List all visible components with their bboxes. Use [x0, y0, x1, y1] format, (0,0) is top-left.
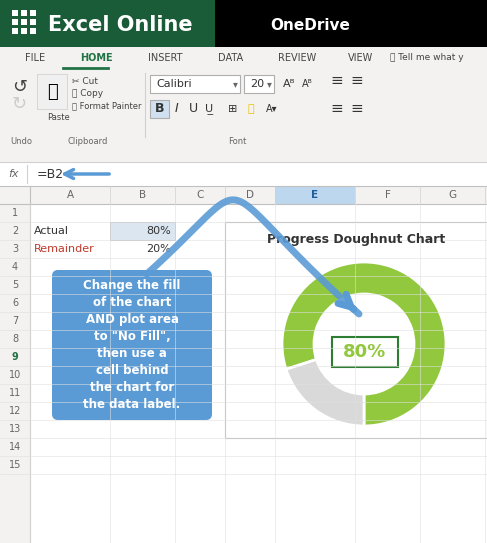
FancyBboxPatch shape: [52, 270, 212, 420]
Text: A▾: A▾: [266, 104, 278, 114]
Text: 🖌: 🖌: [248, 104, 255, 114]
Bar: [21, 28, 27, 34]
Wedge shape: [282, 262, 446, 426]
Text: U̲: U̲: [205, 104, 213, 115]
Text: C: C: [196, 190, 204, 200]
Text: Change the fill
of the chart
AND plot area
to "No Fill",
then use a
cell behind
: Change the fill of the chart AND plot ar…: [83, 279, 181, 411]
FancyBboxPatch shape: [332, 337, 398, 367]
Text: A: A: [66, 190, 74, 200]
Text: 11: 11: [9, 388, 21, 398]
Text: ▾: ▾: [233, 79, 238, 89]
Bar: [150, 100, 169, 118]
Bar: [21, 19, 27, 25]
Text: 13: 13: [9, 424, 21, 434]
Bar: [275, 186, 355, 204]
Text: Calibri: Calibri: [156, 79, 191, 89]
Text: 4: 4: [12, 262, 18, 272]
Text: ↻: ↻: [12, 95, 27, 113]
Text: ≡: ≡: [330, 102, 343, 117]
Text: Aᴮ: Aᴮ: [302, 79, 313, 89]
Text: 12: 12: [9, 406, 21, 416]
Text: 🖌 Format Painter: 🖌 Format Painter: [72, 102, 142, 110]
Text: Undo: Undo: [10, 136, 32, 146]
Bar: [12, 19, 18, 25]
Text: Actual: Actual: [34, 226, 69, 236]
Bar: [21, 10, 27, 16]
Bar: [12, 10, 18, 16]
Text: ✂ Cut: ✂ Cut: [72, 78, 98, 86]
Text: I: I: [175, 103, 179, 116]
Text: DATA: DATA: [218, 53, 243, 63]
Text: Progress Doughnut Chart: Progress Doughnut Chart: [267, 233, 445, 247]
Text: ≡: ≡: [350, 73, 363, 87]
Bar: [0, 47, 487, 162]
Text: 8: 8: [12, 334, 18, 344]
Text: Paste: Paste: [47, 112, 70, 122]
Bar: [0, 0, 487, 47]
Text: Font: Font: [228, 136, 246, 146]
Text: 9: 9: [12, 352, 19, 362]
Text: ≡: ≡: [330, 73, 343, 87]
Text: 20%: 20%: [146, 244, 171, 254]
Text: fx: fx: [8, 169, 19, 179]
Bar: [37, 74, 67, 109]
Text: 📋: 📋: [47, 83, 57, 101]
Text: B: B: [139, 190, 146, 200]
Text: 6: 6: [12, 298, 18, 308]
Text: ▾: ▾: [267, 79, 272, 89]
Text: Clipboard: Clipboard: [68, 136, 108, 146]
Text: U: U: [188, 103, 198, 116]
Text: 📄 Copy: 📄 Copy: [72, 90, 103, 98]
Text: 15: 15: [9, 460, 21, 470]
Bar: [150, 75, 240, 93]
Text: 20: 20: [250, 79, 264, 89]
Bar: [0, 204, 30, 543]
Text: 2: 2: [12, 226, 18, 236]
Text: FILE: FILE: [25, 53, 45, 63]
Bar: [30, 28, 36, 34]
Text: ⭘ Tell me what y: ⭘ Tell me what y: [390, 54, 464, 62]
Bar: [0, 162, 487, 186]
Text: 14: 14: [9, 442, 21, 452]
Text: Excel Online: Excel Online: [48, 15, 193, 35]
Text: E: E: [312, 190, 318, 200]
Bar: [244, 75, 274, 93]
Text: 3: 3: [12, 244, 18, 254]
Text: HOME: HOME: [80, 53, 112, 63]
Bar: [215, 0, 487, 47]
Text: ≡: ≡: [350, 102, 363, 117]
Text: OneDrive: OneDrive: [270, 17, 350, 33]
Text: 7: 7: [12, 316, 18, 326]
Wedge shape: [286, 359, 364, 426]
Text: 1: 1: [12, 208, 18, 218]
Text: F: F: [385, 190, 391, 200]
Text: VIEW: VIEW: [348, 53, 373, 63]
Bar: [30, 10, 36, 16]
Text: Aᴮ: Aᴮ: [283, 79, 296, 89]
Bar: [110, 222, 175, 240]
Bar: [12, 28, 18, 34]
Text: ⊞: ⊞: [228, 104, 237, 114]
Text: 80%: 80%: [146, 226, 171, 236]
Bar: [30, 19, 36, 25]
Text: 5: 5: [12, 280, 18, 290]
Text: 10: 10: [9, 370, 21, 380]
Text: 80%: 80%: [343, 343, 387, 361]
Text: B: B: [155, 103, 165, 116]
Text: ↺: ↺: [12, 78, 27, 96]
Bar: [0, 186, 487, 204]
Bar: [225, 222, 487, 438]
Text: INSERT: INSERT: [148, 53, 183, 63]
Text: REVIEW: REVIEW: [278, 53, 316, 63]
Text: G: G: [449, 190, 457, 200]
Text: D: D: [246, 190, 254, 200]
Text: Remainder: Remainder: [34, 244, 95, 254]
Text: =B2: =B2: [37, 167, 64, 180]
